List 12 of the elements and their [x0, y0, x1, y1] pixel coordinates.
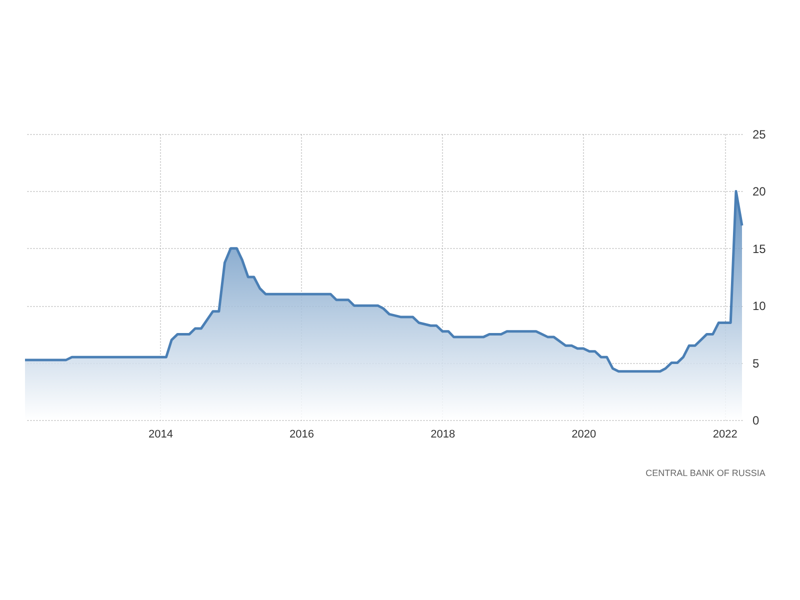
y-tick-label: 25	[752, 128, 766, 142]
x-tick-label: 2020	[572, 428, 596, 440]
x-tick-label: 2016	[289, 428, 314, 440]
y-tick-label: 5	[752, 356, 760, 370]
x-tick-label: 2018	[430, 428, 456, 440]
y-tick-label: 20	[752, 184, 766, 199]
text: CENTRAL BANK OF RUSSIA	[646, 468, 766, 478]
x-tick-label: 2014	[148, 428, 173, 440]
y-tick-label: 10	[752, 299, 766, 314]
y-tick-label: 15	[752, 242, 766, 256]
y-tick-label: 0	[752, 414, 760, 428]
x-tick-label: 2022	[712, 428, 738, 440]
